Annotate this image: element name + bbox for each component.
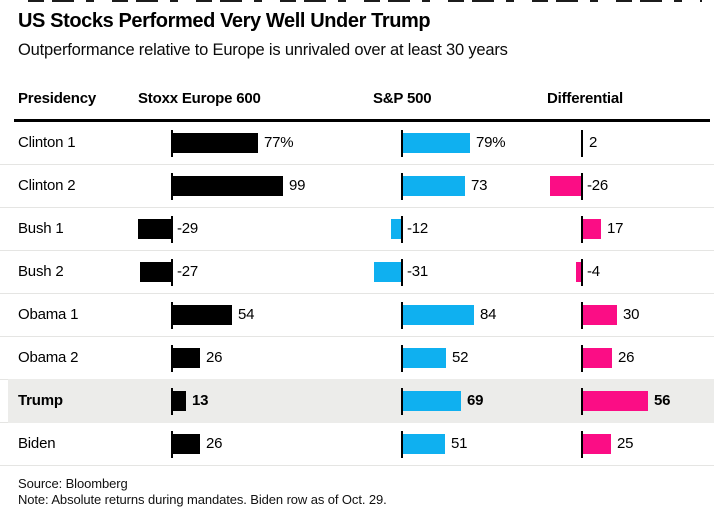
value-label-sp500: -31 (407, 263, 429, 280)
baseline-tick-stoxx (171, 216, 173, 243)
bar-sp500 (401, 434, 445, 454)
bar-stoxx (171, 305, 232, 325)
bar-sp500 (401, 176, 465, 196)
table-row: Bush 2 -27 -31 -4 (0, 251, 714, 294)
bar-diff (581, 434, 611, 454)
bar-stoxx (138, 219, 171, 239)
value-label-stoxx: -29 (177, 220, 199, 237)
value-label-stoxx: 26 (206, 435, 223, 452)
bar-diff (550, 176, 581, 196)
baseline-tick-sp500 (401, 173, 403, 200)
value-label-stoxx: 99 (289, 177, 306, 194)
baseline-tick-diff (581, 345, 583, 372)
value-label-diff: -4 (587, 263, 600, 280)
column-header-presidency: Presidency (18, 90, 97, 107)
table-row: Trump 13 69 56 (0, 379, 714, 423)
row-label: Clinton 2 (18, 177, 76, 194)
value-label-diff: 30 (623, 306, 640, 323)
bar-sp500 (401, 133, 470, 153)
baseline-tick-diff (581, 431, 583, 458)
value-label-diff: 56 (654, 392, 671, 409)
baseline-tick-diff (581, 388, 583, 415)
bar-stoxx (171, 176, 283, 196)
baseline-tick-sp500 (401, 216, 403, 243)
bar-diff (581, 219, 601, 239)
value-label-sp500: 51 (451, 435, 468, 452)
baseline-tick-diff (581, 130, 583, 157)
value-label-stoxx: 13 (192, 392, 209, 409)
value-label-diff: 25 (617, 435, 634, 452)
note-text: Note: Absolute returns during mandates. … (18, 492, 387, 507)
value-label-diff: -26 (587, 177, 609, 194)
column-header-sp500: S&P 500 (373, 90, 432, 107)
baseline-tick-diff (581, 216, 583, 243)
baseline-tick-diff (581, 173, 583, 200)
value-label-stoxx: 77% (264, 134, 294, 151)
baseline-tick-stoxx (171, 388, 173, 415)
baseline-tick-sp500 (401, 259, 403, 286)
bar-sp500 (391, 219, 401, 239)
bar-stoxx (171, 391, 186, 411)
row-label: Clinton 1 (18, 134, 76, 151)
bar-diff (576, 262, 581, 282)
header-rule (14, 119, 710, 122)
row-label: Obama 1 (18, 306, 79, 323)
bar-sp500 (401, 305, 474, 325)
value-label-diff: 2 (589, 134, 598, 151)
value-label-sp500: 69 (467, 392, 484, 409)
bar-diff (581, 305, 617, 325)
column-header-stoxx: Stoxx Europe 600 (138, 90, 261, 107)
table-row: Biden 26 51 25 (0, 423, 714, 466)
row-label: Obama 2 (18, 349, 79, 366)
value-label-sp500: 84 (480, 306, 497, 323)
bar-stoxx (171, 434, 200, 454)
value-label-sp500: 73 (471, 177, 488, 194)
chart-subtitle: Outperformance relative to Europe is unr… (18, 41, 508, 59)
column-header-differential: Differential (547, 90, 623, 107)
baseline-tick-sp500 (401, 431, 403, 458)
bar-sp500 (374, 262, 401, 282)
chart-title: US Stocks Performed Very Well Under Trum… (18, 10, 431, 32)
value-label-stoxx: -27 (177, 263, 199, 280)
baseline-tick-sp500 (401, 388, 403, 415)
top-crop-dashes (28, 0, 702, 2)
bar-diff (581, 348, 612, 368)
table-row: Clinton 2 99 73 -26 (0, 165, 714, 208)
baseline-tick-diff (581, 302, 583, 329)
baseline-tick-stoxx (171, 173, 173, 200)
baseline-tick-stoxx (171, 345, 173, 372)
table-row: Obama 2 26 52 26 (0, 337, 714, 380)
baseline-tick-stoxx (171, 130, 173, 157)
value-label-diff: 17 (607, 220, 624, 237)
row-label: Biden (18, 435, 56, 452)
row-label: Bush 2 (18, 263, 64, 280)
row-label: Trump (18, 392, 63, 409)
table-body: Clinton 1 77% 79% 2 Clinton 2 99 73 -26 Bush 1 -2… (0, 122, 714, 466)
table-row: Clinton 1 77% 79% 2 (0, 122, 714, 165)
value-label-diff: 26 (618, 349, 635, 366)
baseline-tick-sp500 (401, 302, 403, 329)
bar-sp500 (401, 348, 446, 368)
value-label-stoxx: 54 (238, 306, 255, 323)
baseline-tick-sp500 (401, 345, 403, 372)
baseline-tick-stoxx (171, 259, 173, 286)
table-row: Obama 1 54 84 30 (0, 294, 714, 337)
bar-stoxx (171, 348, 200, 368)
baseline-tick-sp500 (401, 130, 403, 157)
value-label-stoxx: 26 (206, 349, 223, 366)
bar-stoxx (171, 133, 258, 153)
value-label-sp500: 52 (452, 349, 469, 366)
bar-diff (581, 391, 648, 411)
source-text: Source: Bloomberg (18, 476, 128, 491)
value-label-sp500: 79% (476, 134, 506, 151)
bar-sp500 (401, 391, 461, 411)
baseline-tick-diff (581, 259, 583, 286)
bar-stoxx (140, 262, 171, 282)
row-label: Bush 1 (18, 220, 64, 237)
baseline-tick-stoxx (171, 431, 173, 458)
value-label-sp500: -12 (407, 220, 429, 237)
table-row: Bush 1 -29 -12 17 (0, 208, 714, 251)
baseline-tick-stoxx (171, 302, 173, 329)
